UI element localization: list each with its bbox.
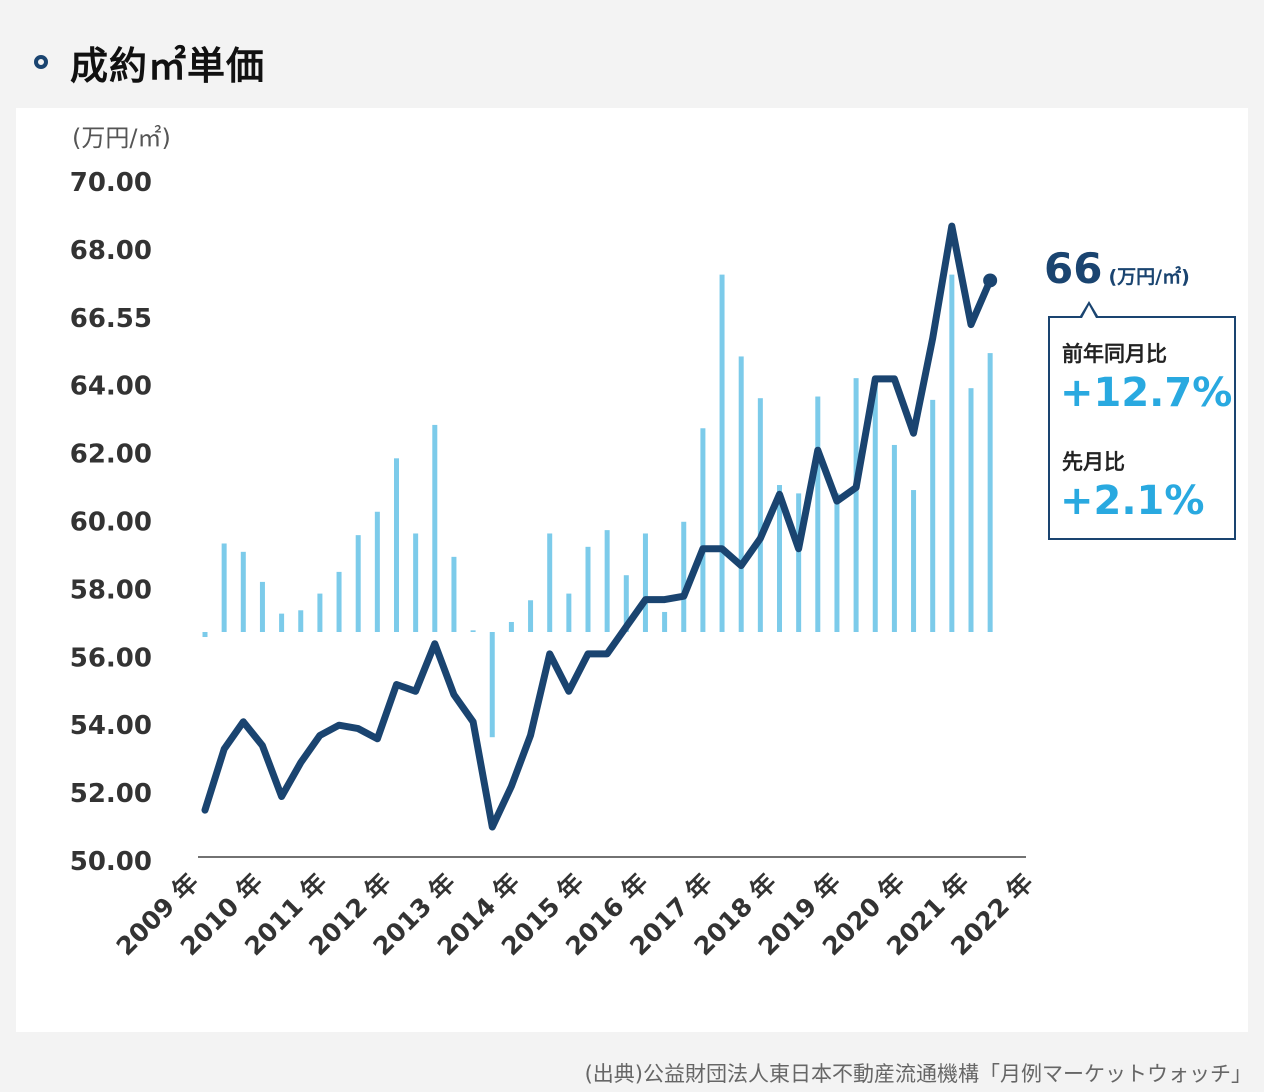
bar-10 [394, 458, 399, 632]
bar-1 [221, 543, 227, 632]
bar-23 [642, 533, 648, 632]
bar-29 [757, 398, 763, 632]
y-tick-label: 58.00 [70, 575, 152, 605]
bar-19 [566, 593, 572, 632]
bar-36 [891, 444, 897, 632]
bar-35 [872, 379, 878, 632]
bar-34 [853, 378, 859, 632]
bar-26 [700, 428, 706, 632]
bar-9 [374, 511, 380, 632]
bar-41 [987, 353, 993, 632]
y-tick-label: 52.00 [70, 779, 152, 809]
chart-card [16, 108, 1248, 1032]
y-tick-label: 60.00 [70, 508, 152, 538]
yoy-label: 前年同月比 [1062, 342, 1167, 366]
page-title: 成約㎡単価 [70, 43, 266, 88]
mom-label: 先月比 [1062, 450, 1125, 474]
y-tick-label: 62.00 [70, 440, 152, 470]
bar-17 [528, 600, 534, 632]
bar-32 [815, 396, 821, 632]
y-tick-label: 50.00 [70, 847, 152, 877]
bar-15 [489, 632, 495, 738]
y-axis-unit-label: (万円/㎡) [72, 124, 171, 152]
bar-28 [738, 356, 744, 632]
latest-point [983, 273, 998, 288]
bar-39 [949, 274, 955, 632]
current-value: 66 [1044, 244, 1103, 293]
title-row: 成約㎡単価 [34, 34, 265, 90]
bar-2 [240, 551, 246, 632]
bar-18 [547, 533, 553, 632]
bar-7 [336, 571, 342, 632]
source-note: (出典)公益財団法人東日本不動産流通機構「月例マーケットウォッチ」 [584, 1062, 1252, 1086]
change-summary-box: 前年同月比 +12.7% 先月比 +2.1% [1048, 316, 1236, 540]
bar-30 [777, 485, 782, 632]
mom-value: +2.1% [1060, 478, 1205, 524]
bar-31 [796, 493, 802, 632]
bar-4 [279, 613, 285, 632]
bar-8 [355, 535, 361, 632]
callout-pointer-fill [1082, 305, 1096, 318]
bar-33 [834, 493, 840, 632]
y-tick-label: 68.00 [70, 236, 152, 266]
bar-14 [470, 630, 476, 632]
bar-25 [681, 521, 687, 632]
y-tick-label: 54.00 [70, 711, 152, 741]
circle-bullet-icon [34, 55, 48, 69]
bar-24 [662, 611, 668, 632]
y-tick-label: 56.00 [70, 643, 152, 673]
y-tick-label: 64.00 [70, 372, 152, 402]
bar-27 [719, 274, 725, 632]
bar-6 [317, 593, 323, 632]
bar-21 [604, 530, 610, 632]
current-value-callout: 66 (万円/㎡) [1044, 244, 1190, 293]
current-value-unit: (万円/㎡) [1108, 266, 1190, 288]
bar-12 [432, 424, 438, 632]
bar-5 [298, 610, 304, 632]
price-line-series [201, 222, 994, 831]
bar-13 [451, 556, 457, 632]
bar-0 [202, 632, 208, 638]
bar-38 [930, 399, 936, 632]
y-tick-label: 70.00 [70, 168, 152, 198]
bar-16 [508, 621, 514, 632]
bar-22 [623, 575, 629, 632]
bar-3 [259, 581, 265, 632]
bar-20 [585, 546, 591, 632]
bar-40 [968, 388, 974, 632]
yoy-value: +12.7% [1060, 370, 1233, 416]
bar-11 [413, 533, 419, 632]
bar-37 [911, 490, 917, 632]
y-tick-label: 66.55 [70, 304, 152, 334]
